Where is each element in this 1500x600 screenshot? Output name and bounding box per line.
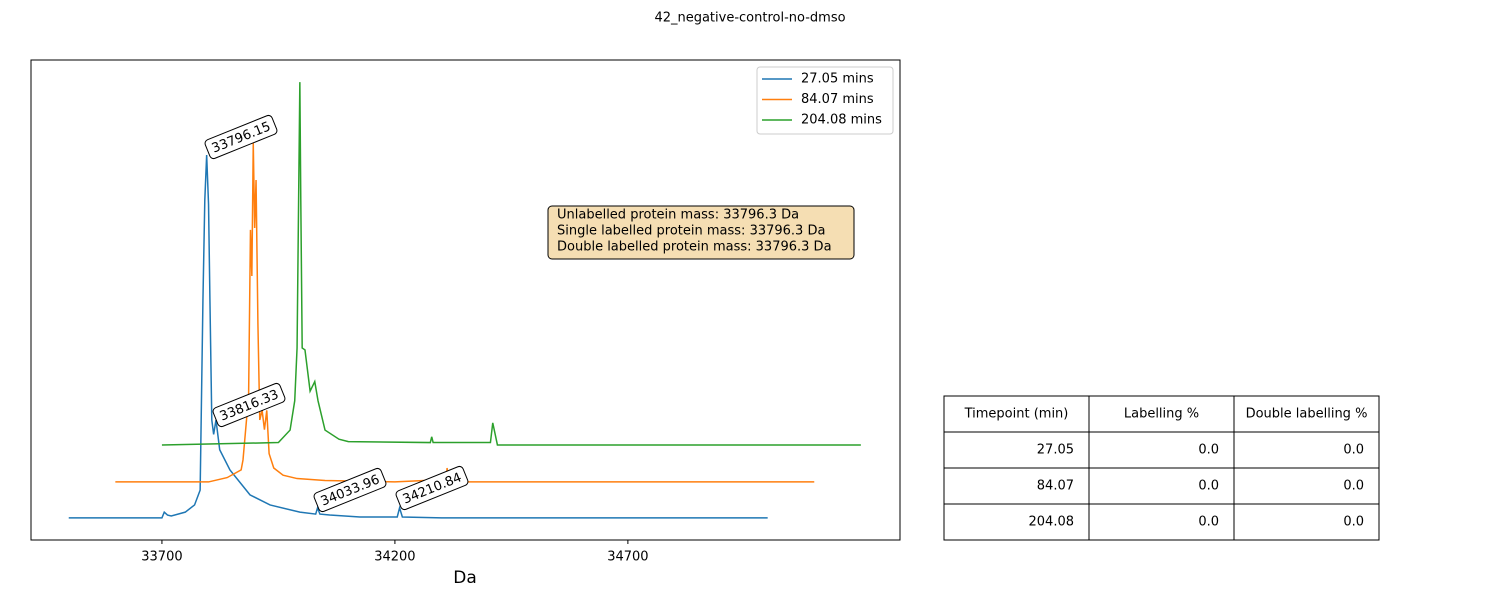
table-cell xyxy=(943,503,1090,541)
table-cell-text: 0.0 xyxy=(1198,479,1219,494)
info-text: Unlabelled protein mass: 33796.3 Da xyxy=(557,208,799,223)
table-cell-text: 0.0 xyxy=(1198,443,1219,458)
legend-label: 84.07 mins xyxy=(801,92,874,107)
table-cell xyxy=(1233,431,1380,469)
info-text: Single labelled protein mass: 33796.3 Da xyxy=(557,224,825,239)
table-cell-text: 0.0 xyxy=(1343,479,1364,494)
annotation-box xyxy=(212,382,286,428)
table-cell xyxy=(1088,431,1235,469)
table-cell xyxy=(943,431,1090,469)
series-line xyxy=(161,82,861,446)
table-header: Timepoint (min) xyxy=(964,407,1069,422)
x-axis-label: Da xyxy=(453,568,477,588)
annotation-box xyxy=(204,114,278,160)
x-tick-label: 33700 xyxy=(141,550,182,565)
series-line xyxy=(115,143,815,483)
info-text: Double labelled protein mass: 33796.3 Da xyxy=(557,240,832,255)
table-cell xyxy=(1088,467,1235,505)
table-cell-text: 27.05 xyxy=(1037,443,1074,458)
plot-area xyxy=(30,59,901,541)
table-cell-text: 204.08 xyxy=(1029,515,1075,530)
table-cell xyxy=(943,467,1090,505)
x-tick-label: 34700 xyxy=(607,550,648,565)
legend-label: 204.08 mins xyxy=(801,113,882,128)
info-box xyxy=(547,205,855,260)
legend-box xyxy=(756,66,894,135)
annotation-box xyxy=(395,465,469,511)
table-header: Double labelling % xyxy=(1246,407,1368,422)
table-cell xyxy=(1233,503,1380,541)
chart-title: 42_negative-control-no-dmso xyxy=(654,11,845,26)
table-cell xyxy=(1233,395,1380,433)
table-cell-text: 0.0 xyxy=(1343,515,1364,530)
peak-annotation: 34033.96 xyxy=(313,467,387,513)
x-tick-label: 34200 xyxy=(374,550,415,565)
table-header: Labelling % xyxy=(1124,407,1199,422)
table-cell xyxy=(1233,467,1380,505)
table-cell-text: 84.07 xyxy=(1037,479,1074,494)
legend-label: 27.05 mins xyxy=(801,72,874,87)
annotation-box xyxy=(313,467,387,513)
table-cell-text: 0.0 xyxy=(1343,443,1364,458)
peak-annotation: 33796.15 xyxy=(204,114,278,160)
peak-annotation: 34210.84 xyxy=(395,465,469,511)
table-cell-text: 0.0 xyxy=(1198,515,1219,530)
